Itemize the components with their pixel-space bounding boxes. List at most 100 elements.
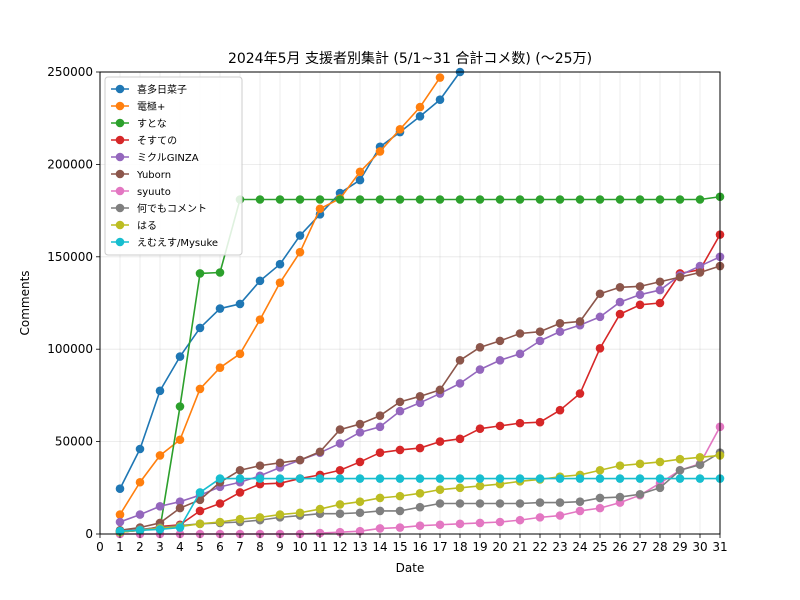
data-point [415,392,425,401]
chart-title: 2024年5月 支援者別集計 (5/1~31 合計コメ数) (〜25万) [228,50,592,67]
data-point [575,474,585,483]
data-point [595,312,605,322]
data-point [315,474,325,483]
legend-swatch-marker [115,203,125,213]
legend-swatch-marker [115,169,125,179]
data-point [415,489,425,498]
data-point [275,278,285,287]
legend-label: syuuto [137,187,171,198]
legend-swatch-marker [115,152,125,162]
data-point [495,517,505,527]
data-point [615,282,625,292]
data-point [175,523,185,532]
y-axis: 0 50000 100000 150000 200000 250000 [47,65,100,541]
data-point [155,501,165,511]
data-point [635,290,645,299]
x-axis-label: Date [396,561,425,575]
data-point [695,195,705,204]
data-point [175,352,185,361]
data-point [175,402,185,411]
x-tick-label: 18 [452,540,467,554]
legend-item: 何でもコメント [111,202,207,215]
data-point [435,499,445,508]
data-point [575,389,585,398]
legend-label: 何でもコメント [137,202,207,215]
data-point [535,336,545,346]
data-point [615,309,625,319]
data-point [635,459,645,469]
data-point [315,528,325,538]
data-point [635,300,645,310]
data-point [455,483,465,493]
x-tick-label: 22 [532,540,547,554]
data-point [555,474,565,483]
data-point [395,506,405,516]
legend-swatch-marker [115,237,125,247]
data-point [415,443,425,453]
x-axis: 0 1 2 3 4 5 6 7 8 9 10 11 12 13 14 15 16 17 18 19 20 21 22 23 24… [96,534,728,554]
x-tick-label: 24 [572,540,587,554]
data-point [655,195,665,204]
legend-swatch-marker [115,84,125,94]
data-point [595,493,605,503]
data-point [255,474,265,483]
y-tick-label: 100000 [47,342,93,356]
data-point [455,379,465,388]
x-tick-label: 2 [136,540,144,554]
legend-label: Yuborn [136,170,171,181]
x-tick-label: 16 [412,540,427,554]
data-point [495,195,505,204]
x-tick-label: 0 [96,540,104,554]
data-point [635,474,645,483]
data-point [115,526,125,536]
legend-item: 喜多日菜子 [111,83,187,96]
x-tick-label: 30 [692,540,707,554]
data-point [475,343,485,352]
legend-label: 喜多日菜子 [137,83,187,96]
data-point [595,195,605,204]
data-point [195,269,205,278]
data-point [395,523,405,532]
data-point [335,195,345,204]
data-point [335,500,345,509]
data-point [295,508,305,518]
data-point [315,447,325,457]
data-point [235,465,245,475]
data-point [595,474,605,483]
data-point [235,514,245,524]
data-point [255,276,265,286]
x-tick-label: 25 [592,540,607,554]
x-tick-label: 10 [292,540,307,554]
x-tick-label: 11 [312,540,327,554]
data-point [235,299,245,309]
data-point [675,474,685,483]
data-point [435,474,445,483]
data-point [615,474,625,483]
data-point [275,510,285,519]
data-point [115,510,125,519]
data-point [595,503,605,513]
data-point [555,195,565,204]
data-point [295,247,305,257]
data-point [595,465,605,475]
data-point [455,499,465,508]
data-point [215,499,225,508]
legend-swatch-marker [115,101,125,111]
data-point [115,484,125,494]
x-tick-label: 14 [372,540,387,554]
data-point [515,474,525,483]
data-point [295,231,305,240]
data-point [535,474,545,483]
legend-item: 電極+ [111,100,165,113]
data-point [615,297,625,307]
x-tick-label: 28 [652,540,667,554]
data-point [195,506,205,516]
data-point [515,195,525,204]
data-point [375,474,385,483]
data-point [415,195,425,204]
data-point [695,453,705,462]
data-point [375,493,385,503]
data-point [235,474,245,483]
x-tick-label: 15 [392,540,407,554]
data-point [215,268,225,277]
